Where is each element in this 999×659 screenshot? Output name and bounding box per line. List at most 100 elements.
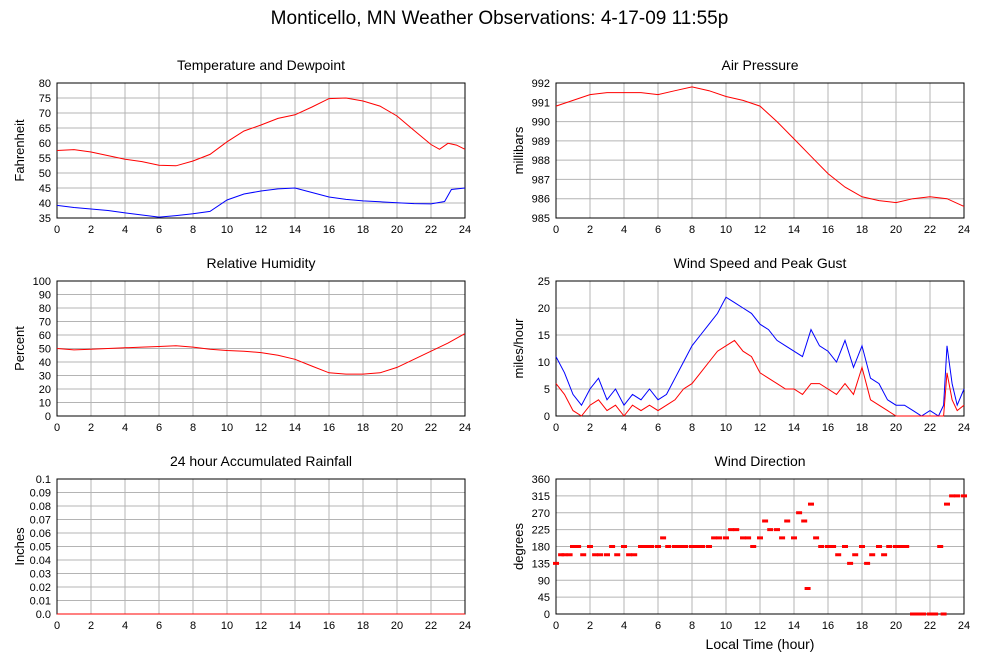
x-tick-label: 8 [190,620,196,632]
y-tick-label: 100 [33,276,51,288]
x-tick-label: 12 [754,620,766,632]
chart-title: Wind Direction [714,453,805,469]
y-tick-label: 992 [532,78,550,90]
y-tick-label: 20 [538,303,550,315]
data-point [762,519,769,523]
x-tick-label: 18 [357,422,369,434]
x-tick-label: 22 [924,620,936,632]
data-point [648,545,655,548]
data-point [886,545,893,548]
x-tick-label: 0 [54,620,60,632]
y-tick-label: 75 [39,93,51,105]
data-point [757,536,763,540]
y-tick-label: 985 [532,213,550,225]
x-tick-label: 4 [621,422,627,434]
y-tick-label: 80 [39,78,51,90]
data-point [910,612,916,616]
x-tick-label: 18 [856,422,868,434]
data-point [813,536,820,540]
data-point [711,536,718,540]
x-tick-label: 20 [391,224,403,236]
y-tick-label: 90 [39,290,51,302]
x-tick-label: 20 [890,422,902,434]
x-tick-label: 14 [788,224,800,236]
x-tick-label: 14 [289,620,301,632]
series-line-2 [555,339,965,417]
data-point [869,553,876,557]
x-tick-label: 22 [924,224,936,236]
data-point [699,545,706,548]
data-point [677,545,684,548]
x-tick-label: 2 [88,422,94,434]
x-tick-label: 16 [822,620,834,632]
x-tick-label: 16 [822,224,834,236]
y-tick-label: 990 [532,117,550,129]
x-tick-label: 24 [958,422,970,434]
x-tick-label: 2 [587,224,593,236]
series-line-1 [56,97,466,167]
data-point [706,545,712,548]
x-tick-label: 16 [822,422,834,434]
y-tick-label: 0.09 [30,488,51,500]
y-tick-label: 0.0 [36,609,51,621]
y-tick-label: 0 [544,411,550,423]
series-line-1 [56,333,466,375]
data-point [740,536,746,540]
y-tick-label: 25 [538,276,550,288]
y-tick-label: 55 [39,153,51,165]
y-axis-label: millibars [511,126,526,174]
y-tick-label: 20 [39,384,51,396]
data-point [592,553,599,557]
data-point [825,545,831,548]
data-point [940,612,947,616]
x-axis-label: Local Time (hour) [706,636,815,652]
x-tick-label: 0 [553,620,559,632]
data-point [881,553,888,557]
data-point [660,536,667,540]
y-tick-label: 986 [532,194,550,206]
data-point [954,494,961,498]
y-tick-label: 30 [39,371,51,383]
data-point [808,502,814,506]
x-tick-label: 10 [720,224,732,236]
x-tick-label: 10 [720,422,732,434]
data-point [694,545,701,548]
x-tick-label: 20 [890,224,902,236]
data-point [830,545,837,548]
y-tick-label: 15 [538,330,550,342]
data-point [893,545,899,548]
x-tick-label: 2 [587,422,593,434]
data-point [949,494,956,498]
x-tick-label: 4 [621,224,627,236]
x-tick-label: 14 [788,620,800,632]
data-point [767,528,774,532]
x-tick-label: 8 [689,620,695,632]
y-tick-label: 70 [39,108,51,120]
data-point [609,545,616,548]
y-tick-label: 50 [39,168,51,180]
y-tick-label: 0 [45,411,51,423]
y-axis-label: Inches [12,527,27,566]
data-point [859,545,865,548]
chart-title: Temperature and Dewpoint [177,57,345,73]
x-tick-label: 12 [754,224,766,236]
x-tick-label: 8 [689,224,695,236]
x-tick-label: 18 [357,224,369,236]
x-tick-label: 12 [255,224,267,236]
data-point [638,545,644,548]
y-tick-label: 10 [538,357,550,369]
y-tick-label: 0.07 [30,515,51,527]
data-point [937,545,944,548]
y-tick-label: 0.1 [36,474,51,486]
data-point [920,612,927,616]
series-line-1 [555,296,965,417]
x-tick-label: 22 [425,620,437,632]
page-title: Monticello, MN Weather Observations: 4-1… [270,8,729,29]
y-tick-label: 270 [532,508,550,520]
data-point [575,545,582,548]
data-point [580,553,587,557]
data-point [655,545,661,548]
